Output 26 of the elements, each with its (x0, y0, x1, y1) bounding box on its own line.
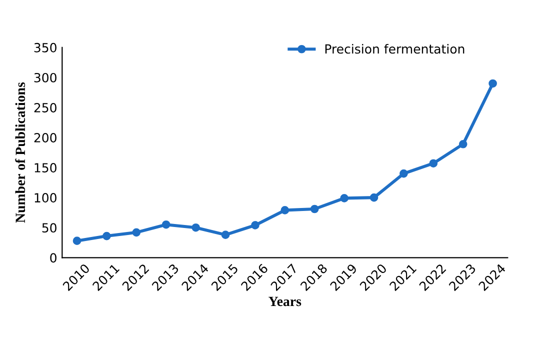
y-tick-label: 100 (34, 193, 56, 203)
point (72, 236, 82, 245)
point (310, 204, 319, 214)
point (132, 228, 141, 237)
point (340, 194, 348, 202)
y-tick-label: 250 (34, 102, 56, 112)
point (488, 79, 497, 88)
y-axis-title: Number of Publications (15, 82, 26, 223)
x-axis-title: Years (268, 296, 302, 306)
point (280, 206, 290, 214)
y-tick-label: 300 (34, 72, 56, 82)
point (162, 220, 170, 229)
point (102, 232, 111, 240)
point (400, 169, 408, 178)
point (192, 223, 200, 232)
y-tick-label: 150 (34, 163, 56, 172)
y-tick-label: 200 (34, 133, 56, 142)
point (251, 221, 260, 230)
y-tick-label: 350 (34, 42, 56, 52)
point (429, 159, 438, 168)
point (458, 140, 468, 148)
y-tick-label: 50 (42, 223, 56, 233)
point (370, 193, 378, 202)
legend-label: Precision fermentation (325, 44, 464, 54)
point (221, 230, 230, 239)
y-tick-label: 0 (50, 253, 56, 263)
